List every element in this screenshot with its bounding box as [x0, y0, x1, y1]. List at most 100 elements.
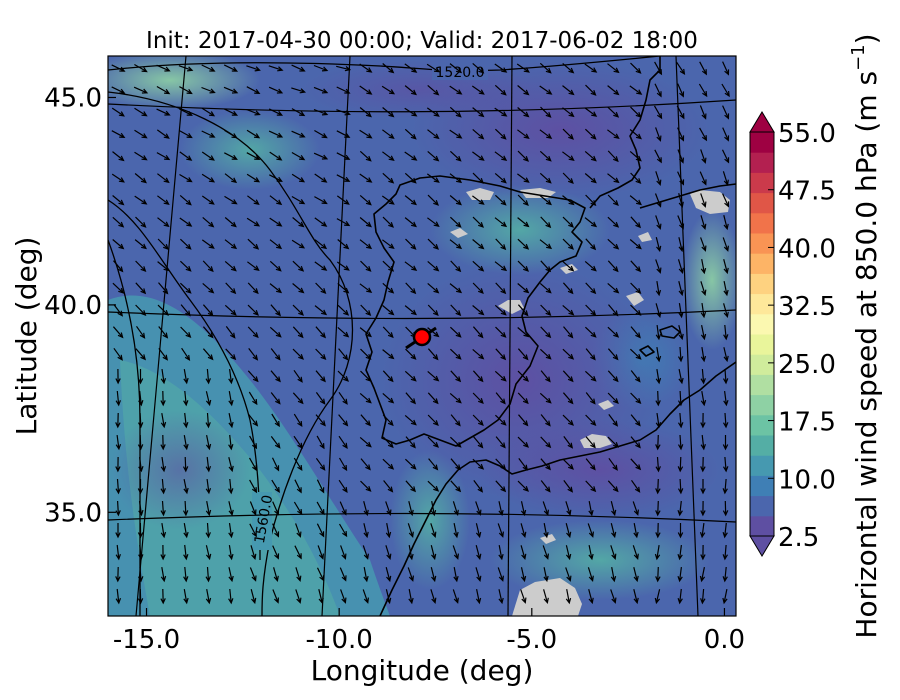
wind-vector-arrow — [228, 478, 234, 495]
wind-vector-arrow — [473, 480, 484, 493]
wind-vector-arrow — [291, 173, 306, 183]
wind-vector-arrow — [678, 325, 684, 341]
wind-vector-arrow — [698, 83, 708, 98]
wind-vector-arrow — [137, 479, 144, 495]
missing-data-patch — [540, 534, 556, 544]
wind-vector-arrow — [539, 150, 552, 162]
wind-vector-arrow — [450, 370, 462, 383]
wind-vector-arrow — [248, 457, 258, 472]
wind-vector-arrow — [180, 326, 192, 338]
wind-vector-arrow — [291, 108, 306, 117]
wind-vector-arrow — [205, 522, 211, 539]
gulf-of-lion-coast — [639, 183, 736, 209]
wind-vector-arrow — [607, 260, 619, 273]
wind-vector-arrow — [540, 106, 552, 118]
wind-vector-arrow — [156, 85, 171, 95]
wind-vector-arrow — [678, 237, 684, 253]
wind-vector-arrow — [111, 130, 126, 138]
wind-vector-arrow — [113, 260, 124, 273]
wind-vector-arrow — [629, 348, 642, 360]
wind-vector-arrow — [630, 172, 642, 184]
wind-vector-arrow — [630, 216, 641, 229]
wind-vector-arrow — [205, 479, 212, 495]
wind-vector-arrow — [584, 370, 597, 382]
wind-vector-arrow — [700, 434, 706, 451]
wind-vector-arrow — [585, 392, 596, 405]
wind-vector-arrow — [655, 522, 661, 539]
wind-vector-arrow — [336, 65, 352, 72]
wind-vector-arrow — [677, 545, 683, 561]
wind-vector-arrow — [517, 85, 530, 96]
wind-vector-arrow — [700, 215, 707, 231]
wind-vector-arrow — [427, 370, 440, 382]
wind-vector-arrow — [542, 501, 549, 516]
wind-vector-arrow — [565, 501, 572, 517]
wind-vector-arrow — [587, 523, 594, 538]
colorbar-segment — [750, 394, 774, 416]
wind-vector-arrow — [655, 237, 662, 253]
wind-vector-arrow — [585, 436, 596, 449]
wind-vector-arrow — [292, 304, 304, 316]
colorbar-tick-label: 17.5 — [778, 408, 836, 438]
wind-vector-arrow — [385, 567, 392, 583]
wind-vector-arrow — [700, 258, 707, 275]
wind-vector-arrow — [584, 260, 597, 272]
y-tick-label: 35.0 — [44, 498, 102, 528]
wind-vector-arrow — [160, 478, 166, 495]
wind-vector-arrow — [247, 238, 260, 250]
wind-vector-arrow — [494, 107, 508, 117]
wind-vector-arrow — [382, 305, 395, 316]
wind-vector-arrow — [314, 196, 328, 205]
wind-vector-arrow — [158, 282, 169, 295]
wind-vector-arrow — [495, 480, 507, 493]
wind-vector-arrow — [565, 523, 572, 539]
wind-vector-arrow — [360, 414, 372, 427]
wind-vector-arrow — [408, 544, 414, 561]
wind-vector-arrow — [585, 458, 596, 471]
wind-vector-arrow — [472, 370, 484, 383]
colorbar-segment — [750, 515, 774, 537]
wind-vector-arrow — [449, 392, 462, 404]
wind-vector-arrow — [539, 172, 552, 184]
wind-vector-arrow — [494, 194, 507, 206]
wind-vector-arrow — [404, 261, 418, 272]
wind-vector-arrow — [475, 588, 482, 605]
wind-vector-arrow — [562, 85, 575, 96]
wind-vector-arrow — [183, 478, 189, 495]
wind-vectors — [111, 61, 730, 605]
wind-vector-arrow — [562, 128, 574, 140]
wind-vector-arrow — [382, 458, 395, 470]
wind-vector-arrow — [677, 171, 685, 186]
wind-vector-arrow — [112, 282, 125, 294]
wind-vector-arrow — [314, 305, 328, 316]
wind-vector-arrow — [540, 414, 551, 427]
wind-vector-arrow — [382, 260, 395, 272]
wind-vector-arrow — [472, 305, 485, 316]
wind-vector-arrow — [363, 566, 369, 583]
wind-vector-arrow — [723, 215, 729, 231]
colorbar-segment — [750, 192, 774, 214]
wind-vector-arrow — [722, 127, 730, 142]
wind-vector-arrow — [385, 501, 392, 516]
wind-vector-arrow — [539, 62, 552, 74]
wind-vector-arrow — [246, 86, 261, 94]
wind-vector-arrow — [407, 523, 414, 539]
wind-vector-arrow — [246, 65, 261, 72]
wind-vector-arrow — [700, 456, 706, 473]
wind-vector-arrow — [607, 85, 620, 96]
wind-vector-arrow — [449, 129, 463, 139]
wind-vector-arrow — [495, 326, 507, 338]
wind-vector-arrow — [494, 151, 508, 162]
wind-vector-arrow — [723, 347, 729, 363]
colorbar-segment — [750, 455, 774, 476]
wind-vector-arrow — [269, 260, 282, 272]
wind-vector-arrow — [202, 282, 215, 294]
wind-vector-arrow — [247, 326, 259, 339]
wind-vector-arrow — [654, 545, 661, 561]
wind-vector-arrow — [654, 589, 661, 605]
wind-vector-arrow — [633, 589, 639, 605]
wind-vector-arrow — [700, 544, 706, 561]
wind-vector-arrow — [359, 239, 373, 250]
wind-vector-arrow — [313, 86, 329, 94]
wind-vector-arrow — [225, 326, 236, 339]
